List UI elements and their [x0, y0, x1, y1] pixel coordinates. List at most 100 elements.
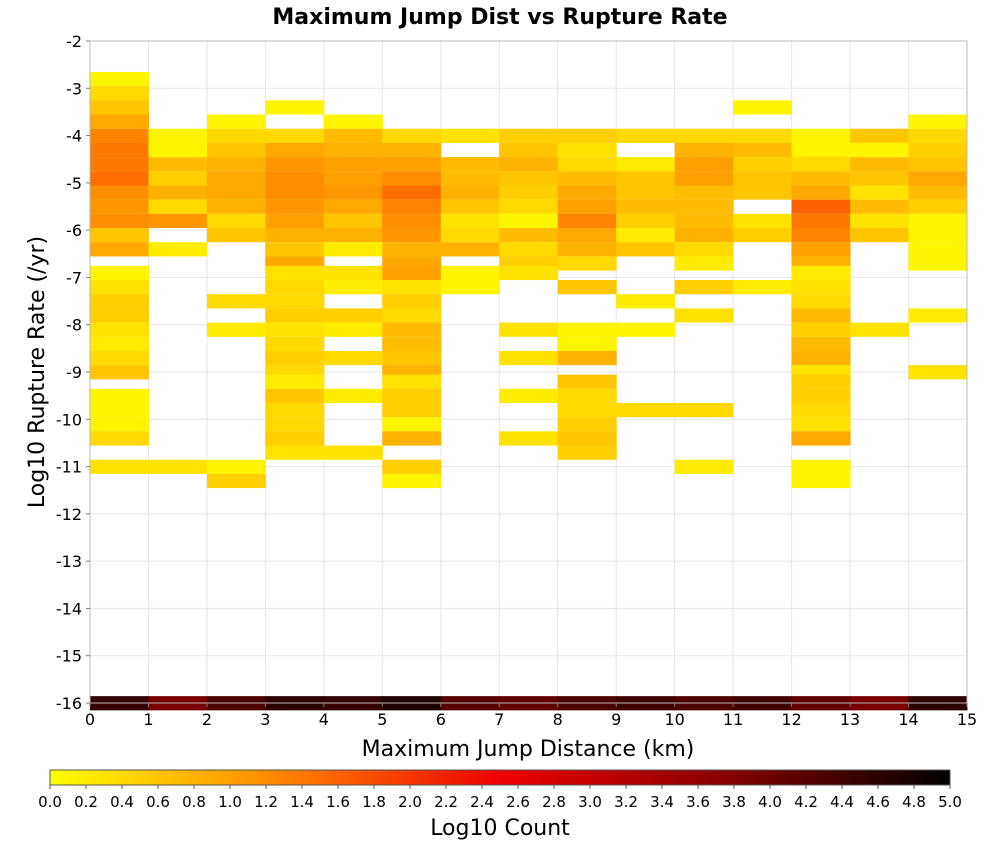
heatmap-cell	[557, 322, 617, 337]
heatmap-cell	[382, 213, 442, 229]
heatmap-cell	[90, 86, 149, 101]
colorbar-tick-label: 4.2	[794, 793, 818, 811]
heatmap-cell	[382, 350, 442, 366]
heatmap-cell	[499, 171, 559, 186]
heatmap-cell	[323, 242, 383, 257]
heatmap-cell	[791, 242, 851, 257]
heatmap-cell	[265, 185, 325, 200]
heatmap-cell	[382, 459, 442, 474]
heatmap-cell	[908, 114, 968, 129]
heatmap-cell	[440, 213, 500, 229]
heatmap-cell	[90, 171, 149, 186]
colorbar-tick-label: 4.8	[902, 793, 926, 811]
heatmap-cell	[323, 280, 383, 295]
heatmap-cell	[908, 171, 968, 186]
heatmap-cell	[791, 213, 851, 229]
heatmap-cell	[791, 199, 851, 214]
heatmap-cell	[557, 431, 617, 446]
heatmap-cell	[791, 417, 851, 432]
heatmap-cell	[791, 185, 851, 200]
colorbar-ticks: 0.0 0.2 0.4 0.6 0.8 1.0 1.2 1.4 1.6 1.8 2.0 2.2 2.4 2…	[38, 785, 962, 811]
heatmap-cell	[616, 128, 676, 143]
heatmap-cell	[382, 280, 442, 295]
heatmap-cell	[90, 142, 149, 158]
heatmap-cell	[674, 171, 734, 186]
heatmap-cell	[90, 228, 149, 243]
heatmap-cell	[90, 459, 149, 474]
heatmap-cell	[557, 171, 617, 186]
colorbar-tick-label: 2.8	[542, 793, 566, 811]
colorbar	[49, 769, 951, 786]
heatmap-cell	[382, 157, 442, 172]
heatmap-cell	[791, 171, 851, 186]
heatmap-cell	[148, 157, 208, 172]
heatmap-cell	[90, 388, 149, 403]
heatmap-cell	[557, 199, 617, 214]
heatmap-cell	[206, 473, 266, 489]
heatmap-cell	[323, 445, 383, 460]
heatmap-cell	[499, 157, 559, 172]
heatmap-cell	[90, 71, 149, 87]
heatmap-cell	[908, 228, 968, 243]
heatmap-cell	[557, 350, 617, 366]
x-tick-label: 5	[377, 710, 387, 729]
heatmap-cell	[499, 388, 559, 403]
heatmap-cell	[557, 142, 617, 158]
x-tick-label: 12	[781, 710, 801, 729]
y-tick-label: -14	[56, 599, 82, 618]
heatmap-cell	[440, 265, 500, 281]
heatmap-cell	[323, 213, 383, 229]
heatmap-cell	[791, 228, 851, 243]
heatmap-cell	[557, 388, 617, 403]
heatmap-cell	[90, 100, 149, 115]
heatmap-cell	[440, 242, 500, 257]
heatmap-cell	[557, 185, 617, 200]
heatmap-cell	[850, 185, 910, 200]
heatmap-cell	[90, 350, 149, 366]
heatmap-cell	[557, 256, 617, 271]
heatmap-cell	[616, 402, 676, 418]
heatmap-cell	[382, 185, 442, 200]
heatmap-cell	[90, 417, 149, 432]
x-axis-ticks: 0 1 2 3 4 5 6 7 8 9 10 11 12 13 14 15	[85, 703, 977, 729]
heatmap-cell	[674, 402, 734, 418]
heatmap-cell	[616, 322, 676, 337]
colorbar-tick-label: 4.4	[830, 793, 854, 811]
heatmap-cell	[90, 157, 149, 172]
heatmap-cell	[148, 242, 208, 257]
heatmap-cell	[382, 374, 442, 389]
colorbar-tick-label: 3.0	[578, 793, 602, 811]
colorbar-tick-label: 1.8	[362, 793, 386, 811]
heatmap-cell	[557, 242, 617, 257]
heatmap-cell	[265, 374, 325, 389]
heatmap-cell	[674, 128, 734, 143]
heatmap-cell	[148, 199, 208, 214]
y-tick-label: -5	[66, 174, 82, 193]
heatmap-cell	[265, 280, 325, 295]
heatmap-cell	[791, 294, 851, 309]
heatmap-cell	[323, 350, 383, 366]
heatmap-cell	[557, 128, 617, 143]
heatmap-cell	[674, 213, 734, 229]
heatmap-cell	[382, 336, 442, 351]
heatmap-cell	[908, 256, 968, 271]
heatmap-cell	[265, 199, 325, 214]
heatmap-cell	[908, 128, 968, 143]
heatmap-cell	[90, 336, 149, 351]
heatmap-cell	[674, 157, 734, 172]
heatmap-cell	[791, 374, 851, 389]
heatmap-cell	[440, 171, 500, 186]
heatmap-cell	[908, 365, 968, 380]
heatmap-cell	[323, 308, 383, 323]
y-tick-label: -11	[56, 458, 82, 477]
heatmap-cell	[206, 459, 266, 474]
x-tick-label: 9	[611, 710, 621, 729]
heatmap-cell	[382, 308, 442, 323]
heatmap-cell	[557, 402, 617, 418]
colorbar-tick-label: 0.0	[38, 793, 62, 811]
x-tick-label: 8	[553, 710, 563, 729]
heatmap-cell	[265, 228, 325, 243]
heatmap-cell	[908, 142, 968, 158]
heatmap-cell	[499, 199, 559, 214]
